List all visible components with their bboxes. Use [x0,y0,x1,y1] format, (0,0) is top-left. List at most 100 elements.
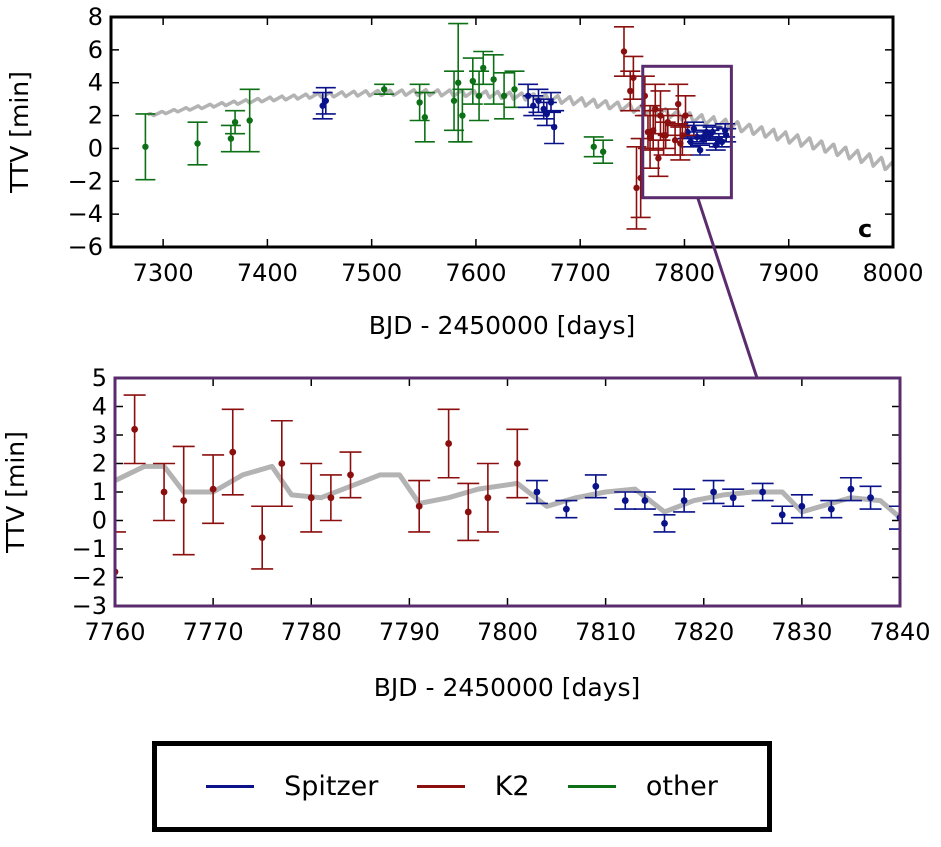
top-x-tick-label: 7800 [654,259,715,287]
top-y-axis-label: TTV [min] [5,71,34,194]
top-model-curve [146,87,894,172]
top-point-other [444,70,465,132]
bottom-marker-k2 [160,488,168,496]
top-marker-spitzer [550,123,558,131]
top-point-spitzer [686,131,707,143]
bottom-axis-ticks: 7760 7770 7780 7790 7800 7810 7820 7830 7840 5432… [72,364,931,646]
top-model-line [146,87,894,172]
legend-swatch-other [567,785,616,788]
top-point-spitzer [544,109,565,145]
top-marker-other [421,114,429,121]
top-point-k2 [623,55,644,100]
bottom-y-tick-label: −2 [72,564,107,592]
top-marker-spitzer [547,99,555,106]
top-point-other [225,109,246,135]
bottom-marker-spitzer [592,482,600,490]
top-x-tick-label: 7700 [550,259,611,287]
top-marker-other [455,79,462,86]
bottom-x-tick-label: 7790 [379,618,440,646]
top-point-other [469,70,490,122]
top-marker-spitzer [530,102,537,109]
top-point-other [473,50,494,86]
bottom-point-spitzer [859,485,882,510]
top-y-tick-label: 6 [88,36,103,64]
legend-label-spitzer: Spitzer [284,771,379,802]
top-point-k2 [675,95,696,137]
top-marker-other [194,140,201,147]
bottom-point-spitzer [584,474,607,499]
bottom-marker-spitzer [798,502,806,510]
bottom-point-spitzer [673,488,696,513]
bottom-marker-spitzer [562,505,570,513]
top-marker-k2 [655,155,662,162]
bottom-marker-k2 [513,460,521,467]
top-point-spitzer [315,86,336,115]
top-marker-k2 [646,133,654,141]
top-x-tick-label: 7400 [237,259,298,287]
top-point-other [448,22,469,143]
top-y-tick-label: −6 [68,233,103,261]
bottom-x-tick-label: 7770 [183,618,244,646]
bottom-marker-spitzer [847,485,855,493]
top-marker-k2 [652,105,659,113]
bottom-marker-k2 [307,494,315,502]
bottom-x-tick-label: 7760 [84,618,145,646]
top-x-tick-label: 7600 [445,259,506,287]
bottom-point-k2 [408,479,431,533]
top-marker-other [500,92,508,100]
top-point-other [483,53,504,105]
bottom-plot-frame [113,376,902,608]
bottom-x-axis-label: BJD - 2450000 [days] [374,673,641,702]
bottom-point-k2 [251,505,274,570]
top-marker-k2 [682,112,689,119]
bottom-marker-k2 [180,497,188,504]
bottom-marker-k2 [209,485,217,493]
top-y-tick-label: −4 [68,200,103,228]
bottom-marker-k2 [327,494,335,502]
bottom-marker-k2 [415,502,423,510]
top-point-other [374,83,395,96]
top-y-tick-label: 8 [88,3,103,31]
top-point-other [494,72,515,120]
bottom-y-tick-label: 2 [92,450,107,478]
bottom-point-spitzer [839,476,862,502]
bottom-y-tick-label: 5 [92,364,107,392]
bottom-marker-spitzer [641,497,649,504]
top-marker-other [469,77,477,85]
zoom-region-box [641,64,733,200]
bottom-point-k2 [270,419,293,508]
legend: Spitzer K2 other [152,741,772,832]
bottom-marker-spitzer [867,494,874,502]
top-point-other [593,139,614,165]
bottom-marker-k2 [258,534,266,541]
bottom-y-tick-label: 3 [92,421,107,449]
top-x-tick-label: 8000 [862,259,923,287]
legend-item-spitzer: Spitzer [206,771,378,802]
top-point-other [583,136,604,158]
bottom-point-k2 [339,451,362,499]
bottom-x-tick-label: 7840 [869,618,930,646]
bottom-point-k2 [221,408,244,496]
bottom-point-k2 [506,428,529,499]
bottom-x-tick-label: 7810 [575,618,636,646]
bottom-marker-k2 [131,425,139,433]
bottom-marker-k2 [464,508,472,516]
top-axis-ticks: 7300 7400 7500 7600 7700 7800 7900 8000 8 6 4 2 0 −2 −… [68,3,924,287]
bottom-point-spitzer [771,505,794,525]
top-marker-spitzer [696,146,704,154]
bottom-point-spitzer [702,479,725,505]
bottom-x-tick-label: 7780 [281,618,342,646]
top-plot-frame [109,15,895,249]
bottom-y-tick-label: 1 [92,478,107,506]
bottom-y-tick-label: −1 [72,535,107,563]
top-y-tick-label: 2 [88,102,103,130]
bottom-point-k2 [476,462,499,533]
top-y-tick-label: 4 [88,69,103,97]
bottom-point-k2 [457,482,480,542]
bottom-y-tick-label: 4 [92,393,107,421]
bottom-panel: 7760 7770 7780 7790 7800 7810 7820 7830 7840 5432… [1,364,931,702]
top-marker-spitzer [322,97,329,104]
zoom-connector-line [696,197,759,379]
bottom-point-k2 [153,462,176,522]
top-x-tick-label: 7500 [341,259,402,287]
